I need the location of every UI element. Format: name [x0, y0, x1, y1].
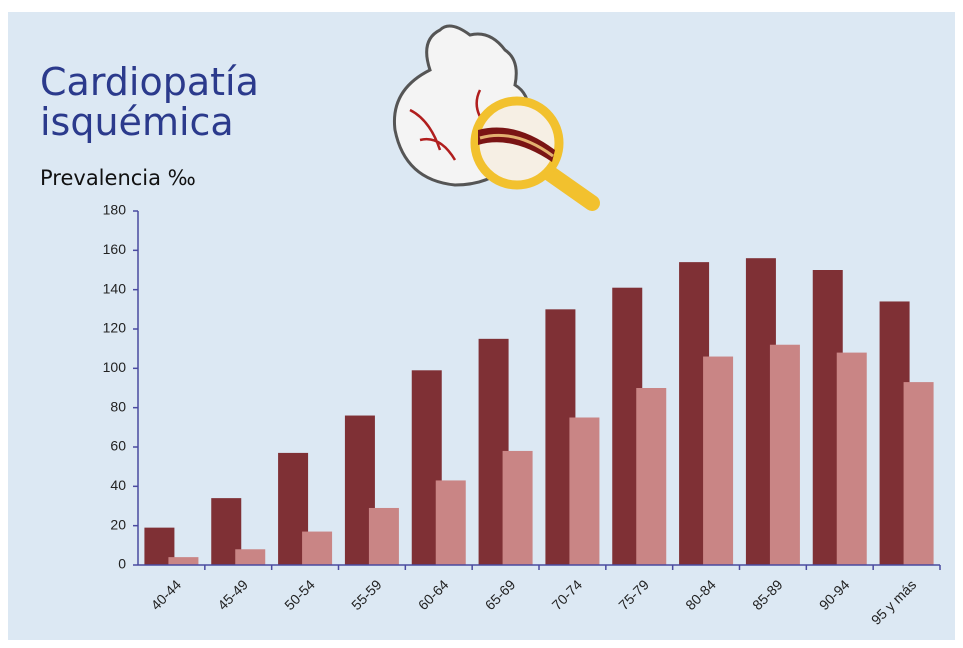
- chart-title: Cardiopatía isquémica: [40, 60, 259, 144]
- y-tick-label: 160: [103, 241, 127, 257]
- heart-illustration: [392, 24, 600, 211]
- bar: [703, 356, 734, 565]
- x-tick-label: 50-54: [281, 576, 318, 613]
- bar: [502, 450, 533, 565]
- y-tick-label: 140: [103, 280, 127, 296]
- y-tick-label: 120: [103, 320, 127, 336]
- x-tick-label: 45-49: [214, 576, 251, 613]
- x-tick-label: 95 y más: [868, 576, 919, 627]
- bar: [168, 557, 199, 565]
- bar: [302, 531, 333, 565]
- x-tick-label: 40-44: [148, 576, 185, 613]
- x-tick-label: 55-59: [348, 576, 385, 613]
- bar: [769, 344, 800, 565]
- x-tick-label: 75-79: [615, 576, 652, 613]
- x-tick-label: 60-64: [415, 576, 452, 613]
- y-tick-label: 180: [103, 202, 127, 218]
- bar: [569, 417, 600, 565]
- y-tick-label: 20: [110, 516, 126, 532]
- bar: [836, 352, 867, 565]
- bar: [368, 507, 399, 565]
- bar: [903, 382, 934, 565]
- bar: [235, 549, 266, 565]
- y-tick-label: 0: [118, 556, 126, 572]
- bar: [636, 388, 667, 565]
- x-tick-label: 65-69: [482, 576, 519, 613]
- bar: [435, 480, 466, 565]
- x-tick-label: 70-74: [549, 576, 586, 613]
- y-tick-label: 80: [110, 398, 126, 414]
- y-tick-label: 40: [110, 477, 126, 493]
- y-tick-label: 100: [103, 359, 127, 375]
- x-tick-label: 80-84: [682, 576, 719, 613]
- x-tick-label: 90-94: [816, 576, 853, 613]
- chart-subtitle: Prevalencia ‰: [40, 166, 196, 190]
- x-tick-label: 85-89: [749, 576, 786, 613]
- y-tick-label: 60: [110, 438, 126, 454]
